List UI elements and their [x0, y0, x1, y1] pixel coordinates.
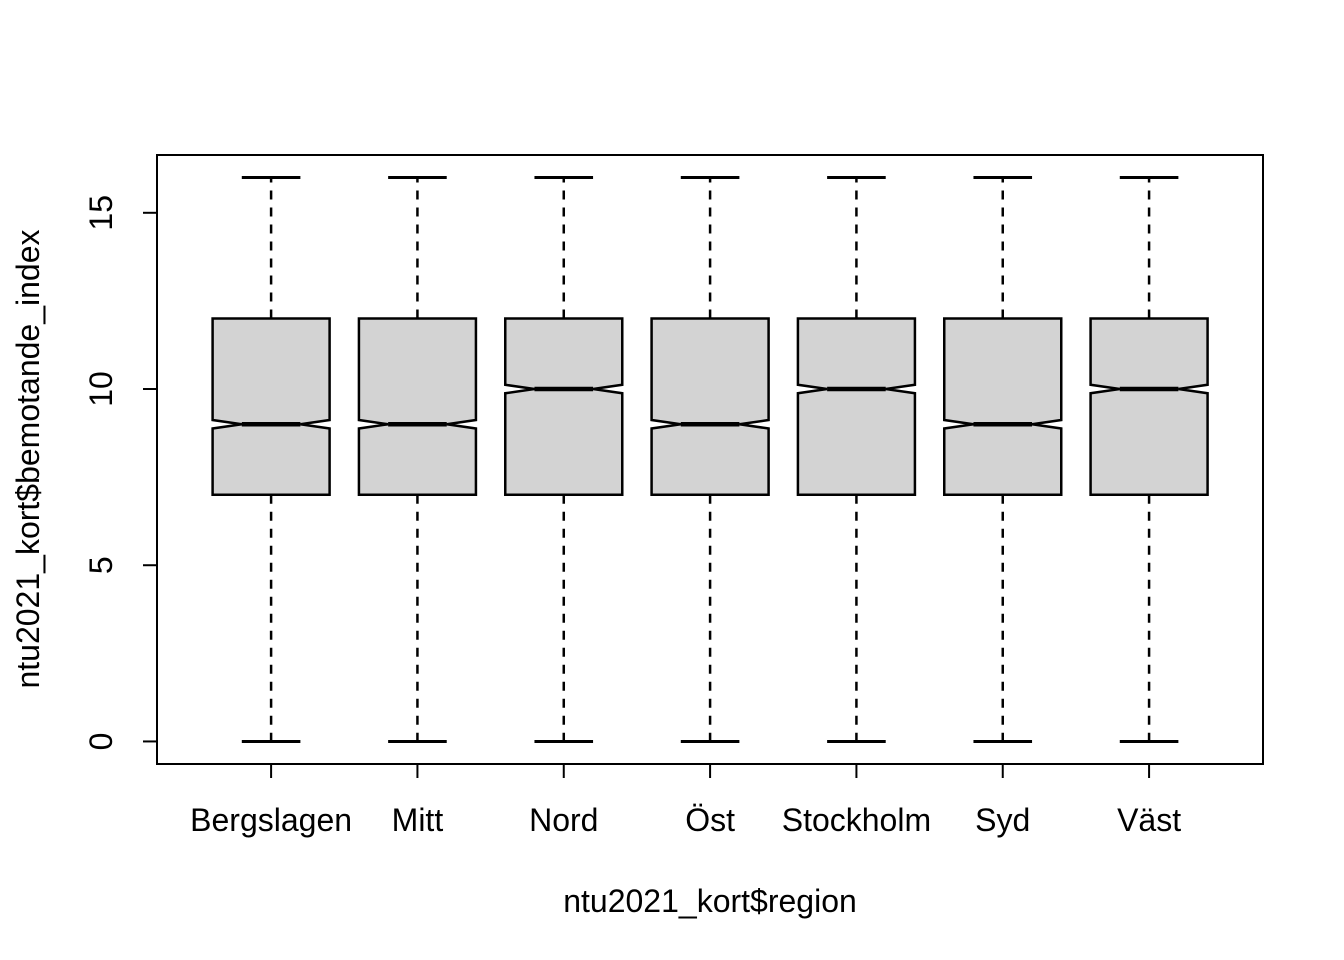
y-tick-label-10: 10	[83, 371, 119, 407]
y-axis-title: ntu2021_kort$bemotande_index	[10, 229, 46, 688]
x-tick-label-mitt: Mitt	[392, 802, 444, 838]
box-bergslagen	[211, 317, 331, 496]
box-mitt	[357, 317, 478, 496]
x-tick-label-nord: Nord	[529, 802, 598, 838]
box-stockholm	[796, 317, 917, 496]
y-tick-label-15: 15	[83, 195, 119, 231]
x-tick-label-ost: Öst	[685, 802, 735, 838]
x-axis-title: ntu2021_kort$region	[563, 883, 857, 919]
box-syd	[943, 317, 1063, 496]
x-tick-label-bergslagen: Bergslagen	[190, 802, 352, 838]
box-ost	[650, 317, 770, 496]
box-nord	[504, 317, 624, 496]
y-tick-label-0: 0	[83, 733, 119, 751]
plot-area: 0 5 10 15 Bergslagen Mitt Nord Öst Stockholm Syd V…	[83, 154, 1264, 838]
box-vast	[1089, 317, 1209, 496]
x-tick-label-stockholm: Stockholm	[782, 802, 931, 838]
x-tick-label-syd: Syd	[975, 802, 1030, 838]
x-tick-label-vast: Väst	[1117, 802, 1181, 838]
y-tick-label-5: 5	[83, 556, 119, 574]
